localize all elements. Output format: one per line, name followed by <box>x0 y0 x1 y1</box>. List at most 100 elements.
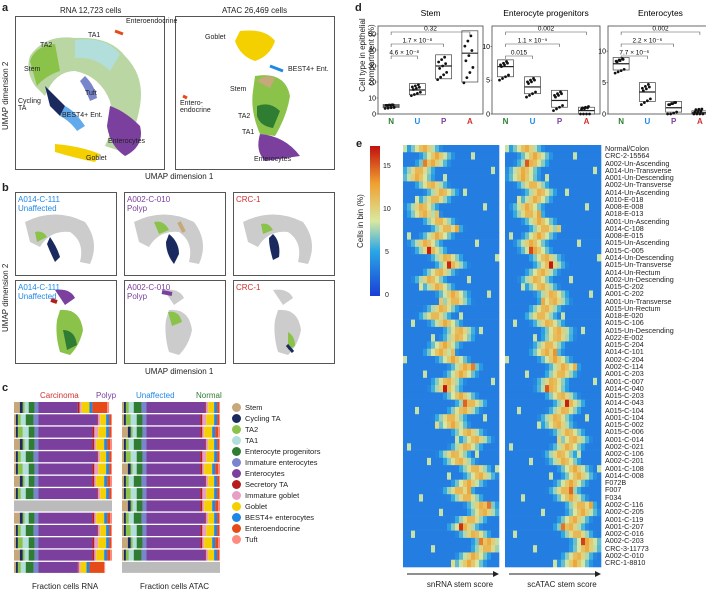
e-heat-cell <box>585 254 590 262</box>
stacked-segment <box>104 512 108 524</box>
stacked-segment <box>214 451 218 463</box>
e-heat-cell <box>505 166 510 175</box>
stacked-segment <box>205 512 207 524</box>
d-point <box>438 67 442 70</box>
stacked-segment <box>33 451 39 463</box>
e-heat-cell <box>451 508 456 517</box>
panel-a-ylabel: UMAP dimension 2 <box>1 61 10 130</box>
e-heat-cell <box>443 443 448 451</box>
e-heat-cell <box>573 297 578 306</box>
e-heat-cell <box>443 268 448 277</box>
e-heat-cell <box>475 428 480 437</box>
stacked-segment <box>130 426 133 438</box>
e-heat-cell <box>593 261 598 269</box>
legend-swatch <box>232 480 241 489</box>
c-stacked-bars <box>14 402 220 573</box>
e-heat-cell <box>467 392 472 400</box>
e-heat-cell <box>521 501 526 510</box>
e-heat-cell <box>517 145 522 153</box>
stacked-segment <box>38 451 98 463</box>
e-heat-cell <box>407 370 412 379</box>
e-heat-cell <box>545 472 550 480</box>
e-heat-cell <box>435 174 440 182</box>
e-heat-cell <box>455 363 460 371</box>
e-heat-cell <box>565 494 570 502</box>
e-heat-cell <box>475 326 480 335</box>
e-heat-cell <box>585 319 590 328</box>
e-heat-cell <box>593 348 598 357</box>
e-heat-cell <box>545 508 550 517</box>
e-heat-cell <box>443 428 448 437</box>
e-heat-cell <box>487 225 492 233</box>
e-heat-cell <box>509 275 514 284</box>
e-heat-cell <box>545 195 550 204</box>
e-heat-cell <box>557 516 562 524</box>
e-heat-cell <box>597 181 602 189</box>
e-heat-cell <box>557 370 562 379</box>
e-heat-cell <box>597 254 602 262</box>
e-heat-cell <box>487 552 492 561</box>
e-heat-cell <box>593 225 598 233</box>
e-heat-cell <box>439 530 444 539</box>
e-heat-cell <box>593 414 598 422</box>
stacked-segment <box>205 402 207 413</box>
d-point <box>501 77 504 80</box>
e-heat-cell <box>589 341 594 350</box>
e-heat-cell <box>475 290 480 299</box>
e-heat-cell <box>569 152 574 160</box>
e-heat-cell <box>565 188 570 197</box>
d-category-label: A <box>467 117 473 126</box>
e-heat-cell <box>491 341 496 350</box>
e-heat-cell <box>513 356 518 364</box>
e-heat-cell <box>525 283 530 291</box>
stacked-segment <box>24 549 29 561</box>
e-heat-cell <box>565 305 570 313</box>
e-heat-cell <box>545 174 550 182</box>
stacked-segment <box>111 414 112 426</box>
e-heat-cell <box>451 356 456 364</box>
e-heat-cell <box>573 341 578 350</box>
e-heat-cell <box>423 326 428 335</box>
e-heat-cell <box>561 341 566 350</box>
e-heat-cell <box>537 457 542 466</box>
stacked-segment <box>106 414 110 426</box>
e-heat-cell <box>491 406 496 415</box>
e-heat-cell <box>565 370 570 379</box>
panel-b-ylabel: UMAP dimension 2 <box>1 263 10 332</box>
e-heat-cell <box>577 166 582 175</box>
e-sample-label: A002-C-114 <box>605 361 644 371</box>
e-heat-cell <box>427 508 432 517</box>
e-heat-cell <box>569 508 574 517</box>
e-heat-cell <box>423 319 428 328</box>
e-heat-cell <box>459 239 464 248</box>
e-heat-cell <box>557 268 562 277</box>
e-heat-cell <box>509 421 514 430</box>
e-heat-cell <box>561 508 566 517</box>
e-heat-cell <box>447 443 452 451</box>
e-heat-cell <box>569 326 574 335</box>
e-heat-cell <box>529 145 534 153</box>
e-heat-cell <box>597 159 602 168</box>
e-heat-cell <box>565 261 570 269</box>
e-heat-cell <box>505 501 510 510</box>
d-point <box>619 69 623 73</box>
e-heat-cell <box>455 552 460 561</box>
e-heat-cell <box>529 457 534 466</box>
e-heat-cell <box>581 363 586 371</box>
e-heat-cell <box>419 508 424 517</box>
e-heat-cell <box>483 436 488 444</box>
e-heat-cell <box>479 297 484 306</box>
e-heat-cell <box>597 203 602 211</box>
e-heat-cell <box>589 203 594 211</box>
e-heat-cell <box>455 414 460 422</box>
e-heat-cell <box>451 559 456 568</box>
e-heat-cell <box>521 363 526 371</box>
e-heat-cell <box>525 363 530 371</box>
e-heat-cell <box>435 348 440 357</box>
e-heat-cell <box>553 486 558 495</box>
stacked-segment <box>107 549 111 561</box>
e-heat-cell <box>475 174 480 182</box>
e-heat-cell <box>521 530 526 539</box>
stacked-segment <box>206 414 215 426</box>
e-heat-cell <box>407 385 412 393</box>
